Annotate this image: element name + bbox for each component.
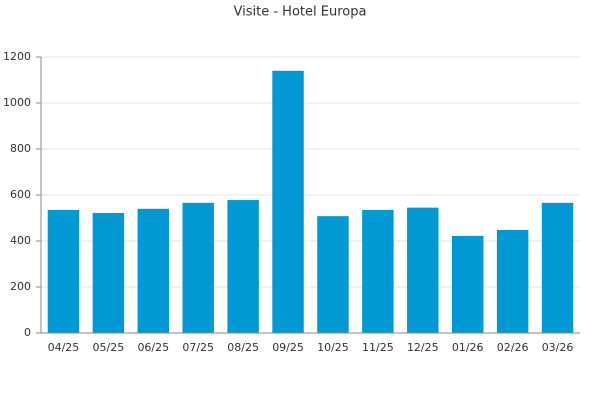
x-tick-label: 02/26 <box>497 341 529 354</box>
y-tick-label: 1000 <box>3 96 31 109</box>
y-tick-label: 1200 <box>3 50 31 63</box>
x-tick-label: 06/25 <box>137 341 169 354</box>
bar <box>47 209 80 333</box>
bar <box>137 208 170 333</box>
bar <box>407 207 439 333</box>
bar <box>317 216 349 333</box>
x-tick-label: 05/25 <box>93 341 125 354</box>
bar <box>272 70 304 334</box>
x-tick-label: 09/25 <box>272 341 304 354</box>
bar <box>92 212 125 333</box>
bar <box>496 229 529 333</box>
x-tick-label: 01/26 <box>452 341 484 354</box>
x-tick-label: 07/25 <box>182 341 214 354</box>
bar <box>451 235 484 333</box>
x-tick-label: 11/25 <box>362 341 394 354</box>
y-tick-label: 200 <box>10 280 31 293</box>
x-tick-label: 08/25 <box>227 341 259 354</box>
bar <box>541 202 574 333</box>
y-tick-label: 800 <box>10 142 31 155</box>
x-tick-label: 12/25 <box>407 341 439 354</box>
y-tick-label: 600 <box>10 188 31 201</box>
x-tick-label: 10/25 <box>317 341 349 354</box>
bar <box>182 202 214 333</box>
y-tick-label: 0 <box>24 326 31 339</box>
y-tick-label: 400 <box>10 234 31 247</box>
bar <box>362 209 394 333</box>
x-tick-label: 04/25 <box>48 341 80 354</box>
x-tick-label: 03/26 <box>542 341 574 354</box>
chart-title: Visite - Hotel Europa <box>234 5 367 20</box>
bar <box>227 200 259 333</box>
